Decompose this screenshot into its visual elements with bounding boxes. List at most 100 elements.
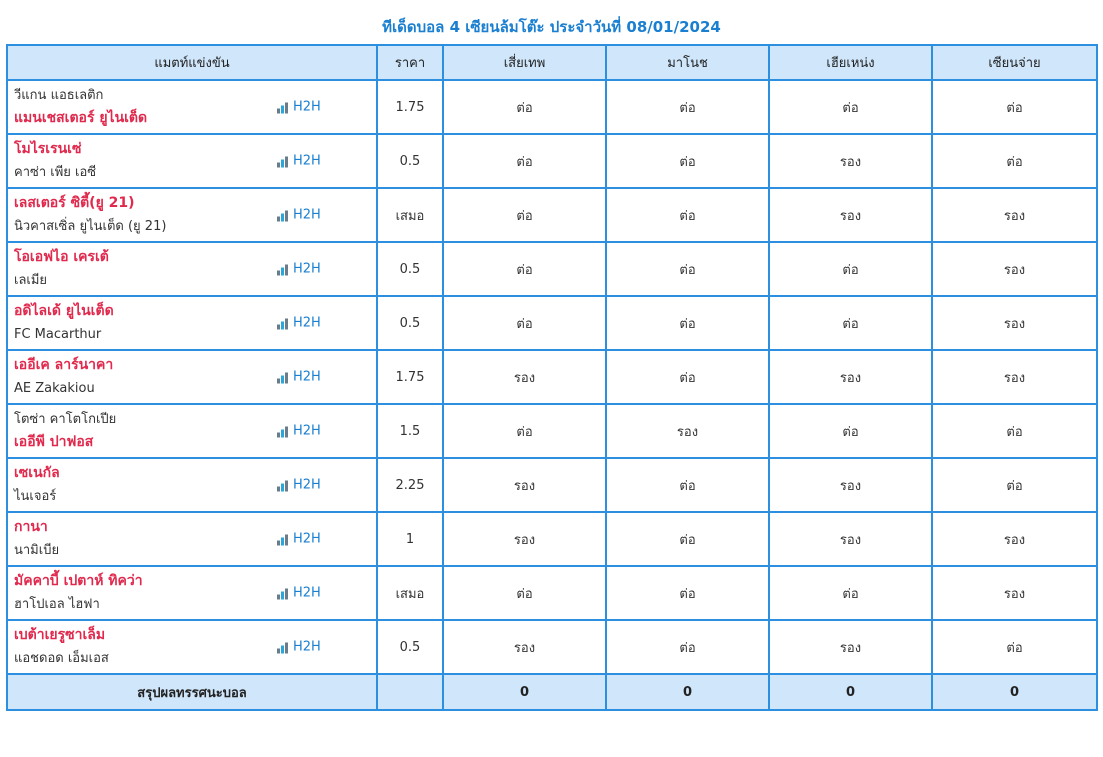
table-row: โมไรเรนเซ่ คาซ่า เพีย เอซี H2H 0.5 ต่อ ต่อ รอง… [6, 133, 1098, 189]
pick-cell-tipster-1: รอง [442, 511, 607, 567]
match-cell: โตซ่า คาโตโกเปีย เออีพี ปาฟอส H2H [6, 403, 378, 459]
bar-chart-icon [277, 534, 288, 546]
pick-cell-tipster-1: รอง [442, 457, 607, 513]
price-cell: 1.75 [376, 349, 444, 405]
pick-cell-tipster-1: ต่อ [442, 187, 607, 243]
price-cell: 0.5 [376, 133, 444, 189]
away-team: แมนเชสเตอร์ ยูไนเต็ด [14, 110, 148, 126]
pick-cell-tipster-3: ต่อ [768, 295, 933, 351]
pick-cell-tipster-2: ต่อ [605, 187, 770, 243]
bar-chart-icon [277, 642, 288, 654]
summary-score-4: 0 [931, 673, 1098, 711]
header-tipster-4: เซียนจ่าย [931, 44, 1098, 81]
pick-cell-tipster-1: ต่อ [442, 403, 607, 459]
h2h-label: H2H [293, 477, 321, 493]
h2h-link[interactable]: H2H [276, 208, 321, 223]
table-row: เบต้าเยรูซาเล็ม แอชดอด เอ็มเอส H2H 0.5 รอง ต่… [6, 619, 1098, 675]
away-team: นิวคาสเซิ่ล ยูไนเต็ด (ยู 21) [14, 219, 167, 234]
table-row: กานา นามิเบีย H2H 1 รอง ต่อ รอง รอง [6, 511, 1098, 567]
home-team: โมไรเรนเซ่ [14, 141, 82, 157]
header-match: แมตท์แข่งขัน [6, 44, 378, 81]
away-team: แอชดอด เอ็มเอส [14, 651, 109, 666]
h2h-label: H2H [293, 207, 321, 223]
h2h-label: H2H [293, 369, 321, 385]
pick-cell-tipster-1: รอง [442, 349, 607, 405]
pick-cell-tipster-3: รอง [768, 187, 933, 243]
h2h-link[interactable]: H2H [276, 640, 321, 655]
header-tipster-3: เฮียเหน่ง [768, 44, 933, 81]
h2h-link[interactable]: H2H [276, 316, 321, 331]
pick-cell-tipster-4: รอง [931, 349, 1098, 405]
match-cell: อดิไลเด้ ยูไนเต็ด FC Macarthur H2H [6, 295, 378, 351]
match-cell: โอเอฟไอ เครเต้ เลเมีย H2H [6, 241, 378, 297]
pick-cell-tipster-2: ต่อ [605, 349, 770, 405]
header-tipster-2: มาโนช [605, 44, 770, 81]
pick-cell-tipster-4: ต่อ [931, 619, 1098, 675]
pick-cell-tipster-2: ต่อ [605, 565, 770, 621]
pick-cell-tipster-2: ต่อ [605, 295, 770, 351]
bar-chart-icon [277, 318, 288, 330]
home-team: อดิไลเด้ ยูไนเต็ด [14, 303, 114, 319]
h2h-link[interactable]: H2H [276, 586, 321, 601]
h2h-link[interactable]: H2H [276, 370, 321, 385]
match-cell: เบต้าเยรูซาเล็มแอชดอด เอ็มเอส H2H [6, 619, 378, 675]
pick-cell-tipster-1: ต่อ [442, 133, 607, 189]
table-row: อดิไลเด้ ยูไนเต็ด FC Macarthur H2H 0.5 ต่อ ต่… [6, 295, 1098, 351]
pick-cell-tipster-1: ต่อ [442, 241, 607, 297]
h2h-link[interactable]: H2H [276, 424, 321, 439]
h2h-label: H2H [293, 153, 321, 169]
pick-cell-tipster-2: รอง [605, 403, 770, 459]
page-title: ทีเด็ดบอล 4 เซียนล้มโต๊ะ ประจำวันที่ 08/… [382, 18, 721, 36]
pick-cell-tipster-3: ต่อ [768, 565, 933, 621]
away-team: ไนเจอร์ [14, 489, 57, 504]
h2h-label: H2H [293, 261, 321, 277]
away-team: AE Zakakiou [14, 381, 95, 396]
match-cell: วีแกน แอธเลติกแมนเชสเตอร์ ยูไนเต็ด H2H [6, 79, 378, 135]
h2h-link[interactable]: H2H [276, 154, 321, 169]
price-cell: 1.5 [376, 403, 444, 459]
table-row: โอเอฟไอ เครเต้ เลเมีย H2H 0.5 ต่อ ต่อ ต่อ รอง [6, 241, 1098, 297]
bar-chart-icon [277, 480, 288, 492]
pick-cell-tipster-2: ต่อ [605, 133, 770, 189]
h2h-link[interactable]: H2H [276, 100, 321, 115]
pick-cell-tipster-4: รอง [931, 241, 1098, 297]
bar-chart-icon [277, 102, 288, 114]
pick-cell-tipster-3: รอง [768, 457, 933, 513]
pick-cell-tipster-3: รอง [768, 619, 933, 675]
home-team: เบต้าเยรูซาเล็ม [14, 627, 106, 643]
pick-cell-tipster-3: รอง [768, 133, 933, 189]
pick-cell-tipster-3: รอง [768, 511, 933, 567]
pick-cell-tipster-1: รอง [442, 619, 607, 675]
h2h-link[interactable]: H2H [276, 262, 321, 277]
bar-chart-icon [277, 264, 288, 276]
away-team: เออีพี ปาฟอส [14, 434, 94, 450]
match-cell: โมไรเรนเซ่ คาซ่า เพีย เอซี H2H [6, 133, 378, 189]
home-team: เออีเค ลาร์นาคา [14, 357, 114, 373]
bar-chart-icon [277, 426, 288, 438]
pick-cell-tipster-4: รอง [931, 295, 1098, 351]
pick-cell-tipster-4: รอง [931, 565, 1098, 621]
match-cell: มัคคาบี้ เปตาห์ ทิคว่า ฮาโปเอล ไฮฟา H2H [6, 565, 378, 621]
home-team: เซเนกัล [14, 465, 60, 481]
tips-table: แมตท์แข่งขัน ราคา เสี่ยเทพ มาโนช เฮียเหน… [6, 44, 1098, 711]
match-cell: เออีเค ลาร์นาคา AE Zakakiou H2H [6, 349, 378, 405]
h2h-label: H2H [293, 585, 321, 601]
h2h-link[interactable]: H2H [276, 532, 321, 547]
match-cell: กานา นามิเบีย H2H [6, 511, 378, 567]
home-team: โอเอฟไอ เครเต้ [14, 249, 109, 265]
h2h-label: H2H [293, 315, 321, 331]
table-row: เซเนกัล ไนเจอร์ H2H 2.25 รอง ต่อ รอง ต่อ [6, 457, 1098, 513]
pick-cell-tipster-2: ต่อ [605, 457, 770, 513]
pick-cell-tipster-4: รอง [931, 187, 1098, 243]
pick-cell-tipster-4: ต่อ [931, 79, 1098, 135]
home-team: วีแกน แอธเลติก [14, 88, 104, 103]
h2h-label: H2H [293, 639, 321, 655]
header-row: แมตท์แข่งขัน ราคา เสี่ยเทพ มาโนช เฮียเหน… [6, 44, 1098, 81]
pick-cell-tipster-4: รอง [931, 511, 1098, 567]
h2h-link[interactable]: H2H [276, 478, 321, 493]
h2h-label: H2H [293, 531, 321, 547]
home-team: กานา [14, 519, 48, 535]
pick-cell-tipster-3: รอง [768, 349, 933, 405]
away-team: FC Macarthur [14, 327, 102, 342]
summary-score-2: 0 [605, 673, 770, 711]
